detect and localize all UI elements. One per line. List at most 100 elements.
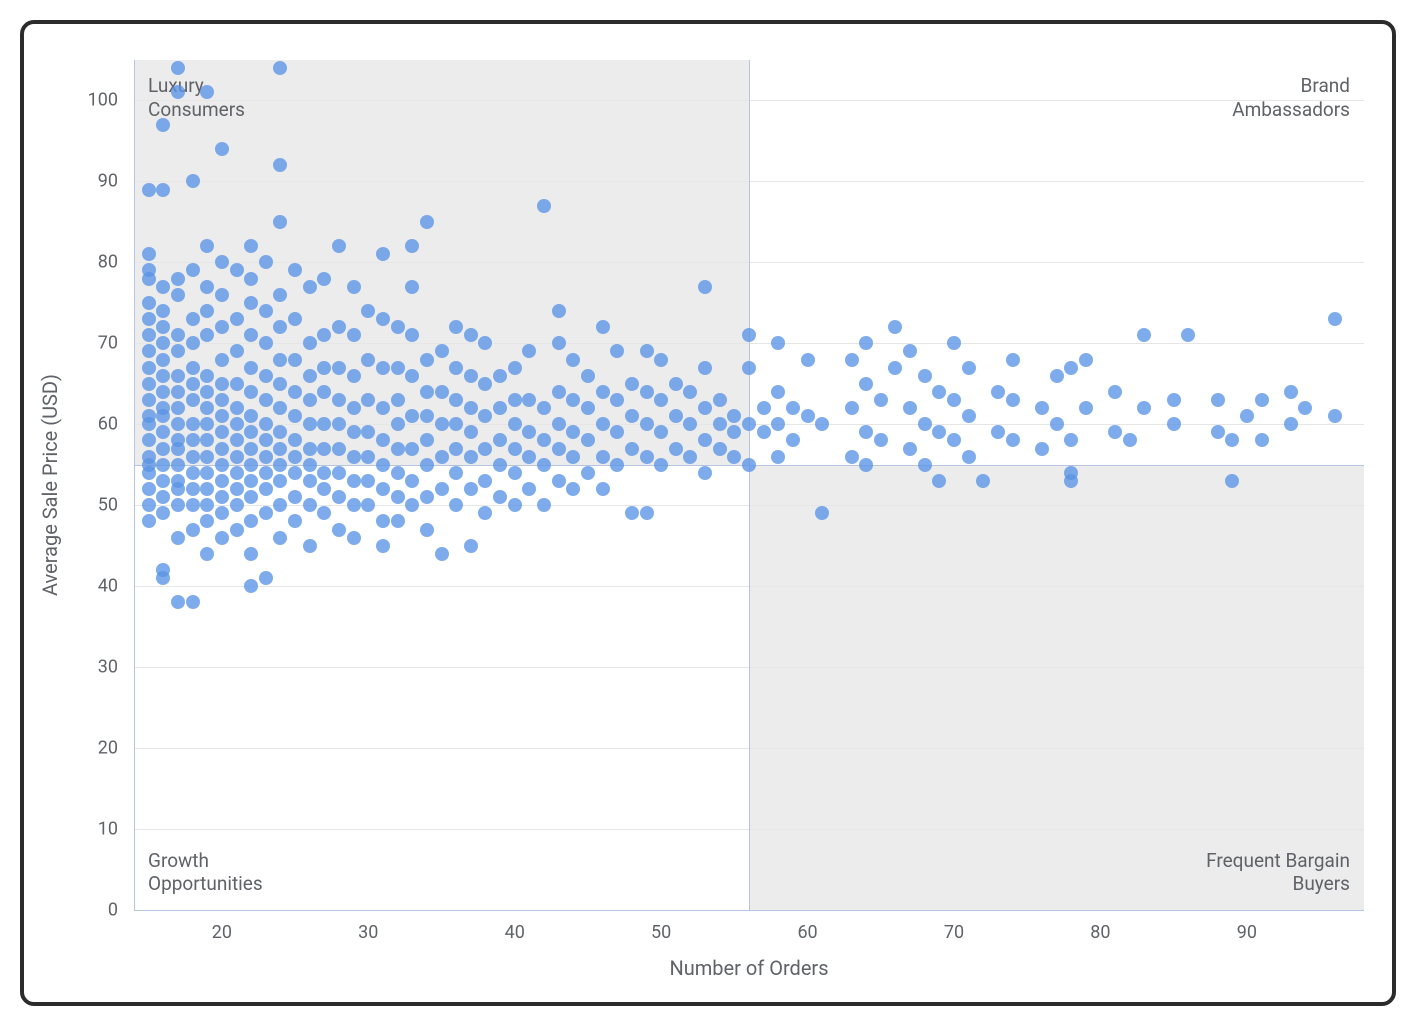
data-point	[903, 401, 917, 415]
data-point	[288, 312, 302, 326]
data-point	[1064, 466, 1078, 480]
data-point	[654, 353, 668, 367]
data-point	[391, 393, 405, 407]
data-point	[156, 401, 170, 415]
data-point	[142, 393, 156, 407]
data-point	[215, 393, 229, 407]
data-point	[303, 442, 317, 456]
data-point	[230, 312, 244, 326]
data-point	[596, 385, 610, 399]
data-point	[1035, 401, 1049, 415]
data-point	[200, 239, 214, 253]
data-point	[317, 506, 331, 520]
y-axis-title: Average Sale Price (USD)	[38, 374, 62, 596]
data-point	[640, 417, 654, 431]
data-point	[200, 482, 214, 496]
data-point	[142, 296, 156, 310]
data-point	[156, 506, 170, 520]
data-point	[903, 442, 917, 456]
data-point	[391, 490, 405, 504]
data-point	[259, 336, 273, 350]
data-point	[1137, 401, 1151, 415]
x-tick-label: 80	[1090, 922, 1110, 943]
data-point	[171, 417, 185, 431]
data-point	[215, 474, 229, 488]
data-point	[698, 280, 712, 294]
data-point	[376, 401, 390, 415]
data-point	[244, 474, 258, 488]
data-point	[317, 361, 331, 375]
data-point	[391, 361, 405, 375]
data-point	[947, 393, 961, 407]
data-point	[361, 425, 375, 439]
data-point	[449, 361, 463, 375]
data-point	[215, 490, 229, 504]
data-point	[244, 425, 258, 439]
data-point	[186, 450, 200, 464]
data-point	[230, 466, 244, 480]
data-point	[464, 425, 478, 439]
data-point	[405, 498, 419, 512]
data-point	[742, 458, 756, 472]
data-point	[376, 312, 390, 326]
data-point	[171, 474, 185, 488]
data-point	[142, 482, 156, 496]
data-point	[273, 442, 287, 456]
data-point	[405, 409, 419, 423]
data-point	[801, 353, 815, 367]
data-point	[962, 409, 976, 423]
data-point	[493, 458, 507, 472]
data-point	[742, 328, 756, 342]
data-point	[303, 336, 317, 350]
data-point	[376, 539, 390, 553]
data-point	[230, 377, 244, 391]
data-point	[317, 466, 331, 480]
data-point	[537, 433, 551, 447]
data-point	[215, 531, 229, 545]
data-point	[405, 280, 419, 294]
y-tick-label: 0	[68, 900, 118, 921]
data-point	[317, 417, 331, 431]
x-tick-label: 90	[1237, 922, 1257, 943]
data-point	[273, 320, 287, 334]
data-point	[200, 433, 214, 447]
quadrant-label-top-right: Brand Ambassadors	[1232, 74, 1350, 122]
data-point	[156, 442, 170, 456]
data-point	[1079, 401, 1093, 415]
data-point	[478, 506, 492, 520]
data-point	[288, 450, 302, 464]
data-point	[918, 369, 932, 383]
data-point	[186, 417, 200, 431]
data-point	[449, 417, 463, 431]
data-point	[859, 425, 873, 439]
data-point	[215, 320, 229, 334]
divider-vertical	[749, 60, 750, 910]
data-point	[156, 490, 170, 504]
quadrant-label-bottom-left: Growth Opportunities	[148, 849, 263, 897]
data-point	[420, 490, 434, 504]
data-point	[669, 377, 683, 391]
data-point	[420, 523, 434, 537]
data-point	[640, 344, 654, 358]
data-point	[361, 393, 375, 407]
data-point	[713, 417, 727, 431]
data-point	[230, 450, 244, 464]
data-point	[654, 425, 668, 439]
data-point	[317, 272, 331, 286]
data-point	[1006, 433, 1020, 447]
data-point	[215, 442, 229, 456]
data-point	[757, 425, 771, 439]
data-point	[640, 385, 654, 399]
data-point	[200, 328, 214, 342]
y-tick-label: 100	[68, 90, 118, 111]
data-point	[244, 547, 258, 561]
data-point	[332, 523, 346, 537]
data-point	[815, 417, 829, 431]
data-point	[845, 450, 859, 464]
data-point	[888, 320, 902, 334]
data-point	[200, 385, 214, 399]
data-point	[142, 514, 156, 528]
data-point	[171, 369, 185, 383]
data-point	[391, 442, 405, 456]
data-point	[508, 498, 522, 512]
